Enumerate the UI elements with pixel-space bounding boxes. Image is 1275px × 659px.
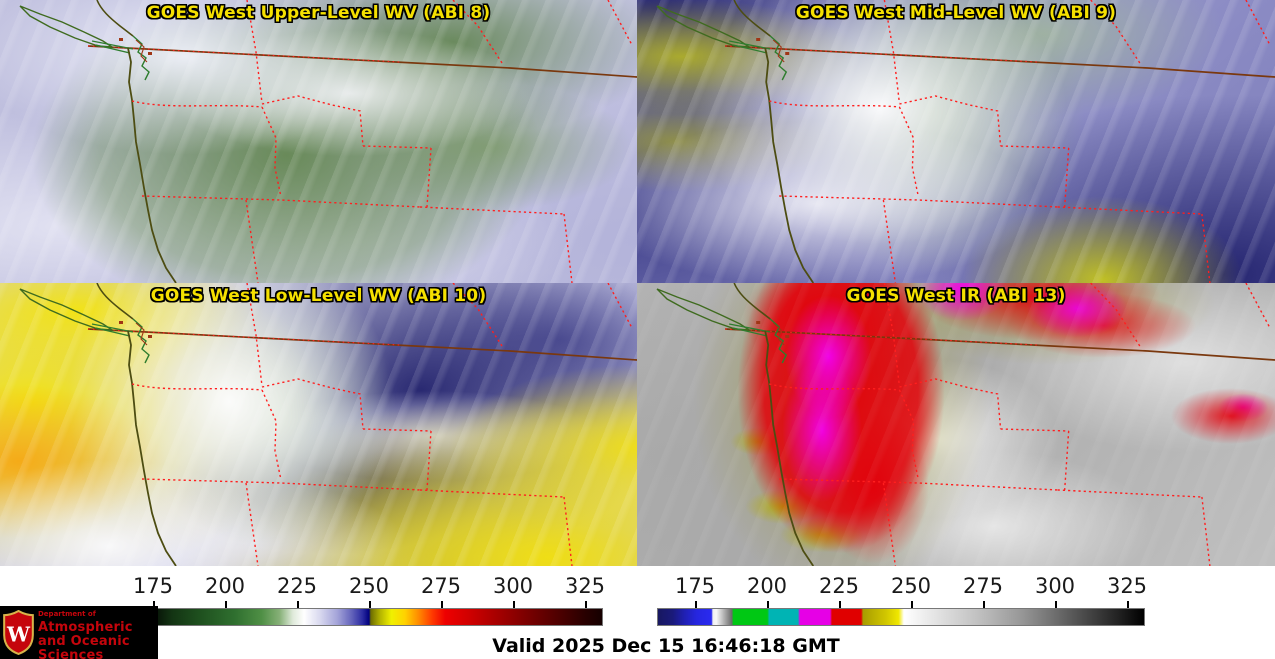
tick-label: 300 (1034, 574, 1076, 598)
panel-upper-level-wv: GOES West Upper-Level WV (ABI 8) (0, 0, 637, 283)
logo-dept-prefix: Department of (38, 610, 96, 618)
tick-label: 250 (348, 574, 390, 598)
tick-label: 175 (132, 574, 174, 598)
wv-colorbar: 175 200 225 250 275 300 325 (133, 574, 605, 626)
tick-label: 225 (818, 574, 860, 598)
tick-mark (513, 601, 515, 608)
panel-ir: GOES West IR (ABI 13) (637, 283, 1275, 566)
basemap-overlay (19, 283, 637, 566)
panel-title-abi8: GOES West Upper-Level WV (ABI 8) (146, 3, 491, 23)
tick-mark (369, 601, 371, 608)
logo-dept-line1: Atmospheric (38, 619, 133, 635)
tick-mark (767, 601, 769, 608)
panel-title-abi9: GOES West Mid-Level WV (ABI 9) (795, 3, 1117, 23)
basemap-overlay (656, 283, 1275, 566)
logo-dept-line2: and Oceanic Sciences (38, 633, 130, 659)
tick-label: 325 (564, 574, 606, 598)
ir-colorbar-gradient (657, 608, 1145, 626)
logo-text-block: Department of Atmospheric and Oceanic Sc… (38, 610, 158, 659)
svg-text:W: W (6, 623, 31, 647)
tick-mark (153, 601, 155, 608)
tick-mark (695, 601, 697, 608)
tick-mark (225, 601, 227, 608)
tick-mark (839, 601, 841, 608)
basemap-overlay (19, 0, 637, 283)
tick-label: 250 (890, 574, 932, 598)
bottom-strip: 175 200 225 250 275 300 325 175 200 225 … (0, 566, 1275, 659)
uw-aos-logo: W Department of Atmospheric and Oceanic … (0, 606, 158, 659)
panel-title-abi13: GOES West IR (ABI 13) (846, 286, 1066, 306)
wv-colorbar-gradient (153, 608, 603, 626)
valid-timestamp: Valid 2025 Dec 15 16:46:18 GMT (492, 635, 840, 657)
ir-colorbar: 175 200 225 250 275 300 325 (657, 574, 1147, 626)
tick-label: 325 (1106, 574, 1148, 598)
tick-label: 225 (276, 574, 318, 598)
panel-low-level-wv: GOES West Low-Level WV (ABI 10) (0, 283, 637, 566)
tick-label: 300 (492, 574, 534, 598)
tick-mark (1127, 601, 1129, 608)
tick-label: 175 (674, 574, 716, 598)
tick-mark (441, 601, 443, 608)
tick-mark (297, 601, 299, 608)
tick-mark (585, 601, 587, 608)
tick-label: 275 (420, 574, 462, 598)
tick-mark (1055, 601, 1057, 608)
tick-mark (983, 601, 985, 608)
tick-label: 275 (962, 574, 1004, 598)
panel-title-abi10: GOES West Low-Level WV (ABI 10) (150, 286, 487, 306)
tick-mark (911, 601, 913, 608)
uw-crest-icon: W (3, 610, 34, 655)
basemap-overlay (656, 0, 1275, 283)
tick-label: 200 (204, 574, 246, 598)
tick-label: 200 (746, 574, 788, 598)
panel-mid-level-wv: GOES West Mid-Level WV (ABI 9) (637, 0, 1275, 283)
